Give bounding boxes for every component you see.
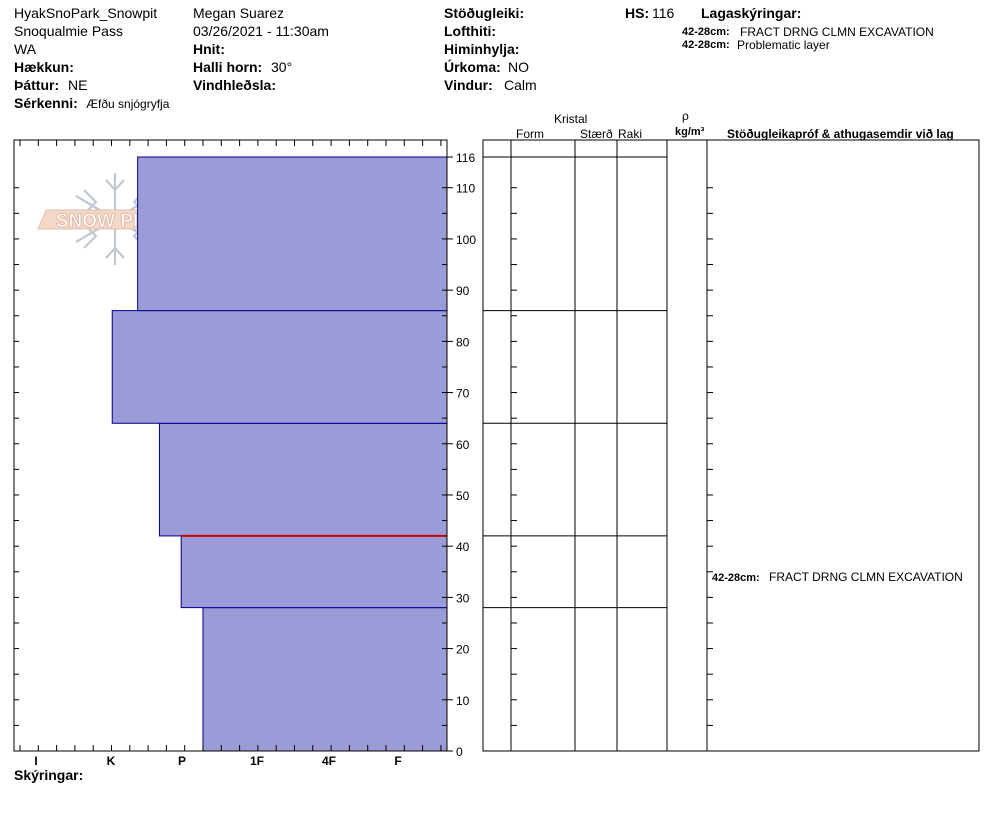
layer-table-boundaries bbox=[483, 156, 667, 609]
precip-value: NO bbox=[508, 59, 529, 75]
elevation-label: Hækkun: bbox=[14, 59, 74, 75]
layer-bar-1 bbox=[180, 535, 448, 609]
slope-value: 30° bbox=[271, 59, 293, 75]
height-tick-label-2: 20 bbox=[456, 643, 470, 657]
location: Snoqualmie Pass bbox=[14, 23, 123, 39]
layer-note-2-range: 42-28cm: bbox=[682, 39, 730, 51]
specifics-label: Sérkenni: bbox=[14, 95, 78, 111]
hardness-chart-frame bbox=[13, 139, 448, 752]
hardness-label-1F: 1F bbox=[250, 754, 264, 768]
state: WA bbox=[14, 41, 37, 57]
sky-label: Himinhylja: bbox=[444, 41, 520, 57]
height-tick-label-9: 90 bbox=[456, 284, 470, 298]
hardness-label-F: F bbox=[394, 754, 401, 768]
layer-note-2-text: Problematic layer bbox=[737, 38, 830, 52]
test-annotation-range: 42-28cm: bbox=[712, 572, 760, 584]
height-tick-label-3: 30 bbox=[456, 591, 470, 605]
height-axis: 0 10 20 30 40 50 60 70 80 90 100 110 116 bbox=[14, 151, 476, 759]
coords-label: Hnit: bbox=[193, 41, 225, 57]
hardness-label-I: I bbox=[34, 754, 37, 768]
precip-label: Úrkoma: bbox=[444, 59, 501, 75]
crystal-header: Kristal bbox=[554, 112, 588, 126]
layer-notes-label: Lagaskýringar: bbox=[701, 5, 802, 21]
hs-label: HS: bbox=[625, 5, 650, 21]
height-tick-label-8: 80 bbox=[456, 335, 470, 349]
density-unit-header: kg/m³ bbox=[675, 126, 705, 138]
layer-bar-4 bbox=[137, 156, 448, 312]
hardness-label-P: P bbox=[178, 754, 186, 768]
tests-header: Stöðugleikapróf & athugasemdir við lag bbox=[727, 127, 954, 141]
height-tick-label-1: 10 bbox=[456, 694, 470, 708]
height-tick-label-5: 50 bbox=[456, 489, 470, 503]
hardness-axis: I K P 1F 4F F bbox=[19, 140, 442, 768]
pit-name: HyakSnoPark_Snowpit bbox=[14, 5, 158, 21]
specifics-value: Æfðu snjógryfja bbox=[86, 97, 170, 111]
datetime: 03/26/2021 - 11:30am bbox=[193, 23, 329, 39]
layer-table-ticks bbox=[511, 187, 713, 752]
notes-label: Skýringar: bbox=[14, 767, 84, 783]
wind-value: Calm bbox=[504, 77, 537, 93]
wind-label: Vindur: bbox=[444, 77, 493, 93]
layer-note-1-text: FRACT DRNG CLMN EXCAVATION bbox=[740, 25, 934, 39]
layer-bar-0 bbox=[202, 607, 448, 752]
height-tick-label-0: 0 bbox=[456, 745, 463, 759]
height-tick-label-11: 110 bbox=[456, 182, 475, 196]
rho-header: ρ bbox=[682, 109, 689, 123]
layer-table-frame bbox=[482, 139, 980, 752]
moisture-header: Raki bbox=[618, 127, 643, 141]
form-header: Form bbox=[516, 127, 544, 141]
layer-note-1-range: 42-28cm: bbox=[682, 26, 730, 38]
layer-bars bbox=[111, 156, 448, 752]
air-temp-label: Lofthiti: bbox=[444, 23, 497, 39]
hardness-label-K: K bbox=[107, 754, 116, 768]
height-tick-label-6: 60 bbox=[456, 438, 470, 452]
hardness-label-4F: 4F bbox=[322, 754, 336, 768]
aspect-label: Þáttur: bbox=[14, 77, 60, 93]
size-header: Stærð bbox=[580, 127, 613, 141]
wind-loading-label: Vindhleðsla: bbox=[193, 77, 276, 93]
test-annotation-text: FRACT DRNG CLMN EXCAVATION bbox=[769, 570, 963, 584]
height-tick-label-10: 100 bbox=[456, 233, 476, 247]
aspect-value: NE bbox=[68, 77, 88, 93]
layer-bar-3 bbox=[111, 310, 448, 424]
height-tick-label-4: 40 bbox=[456, 540, 470, 554]
hs-value: 116 bbox=[652, 5, 675, 21]
observer: Megan Suarez bbox=[193, 5, 285, 21]
stability-label: Stöðugleiki: bbox=[444, 5, 525, 21]
height-tick-label-7: 70 bbox=[456, 387, 470, 401]
height-tick-label-12: 116 bbox=[456, 151, 475, 165]
slope-label: Halli horn: bbox=[193, 59, 263, 75]
layer-bar-2 bbox=[158, 422, 448, 537]
layer-table-columns bbox=[510, 140, 708, 751]
